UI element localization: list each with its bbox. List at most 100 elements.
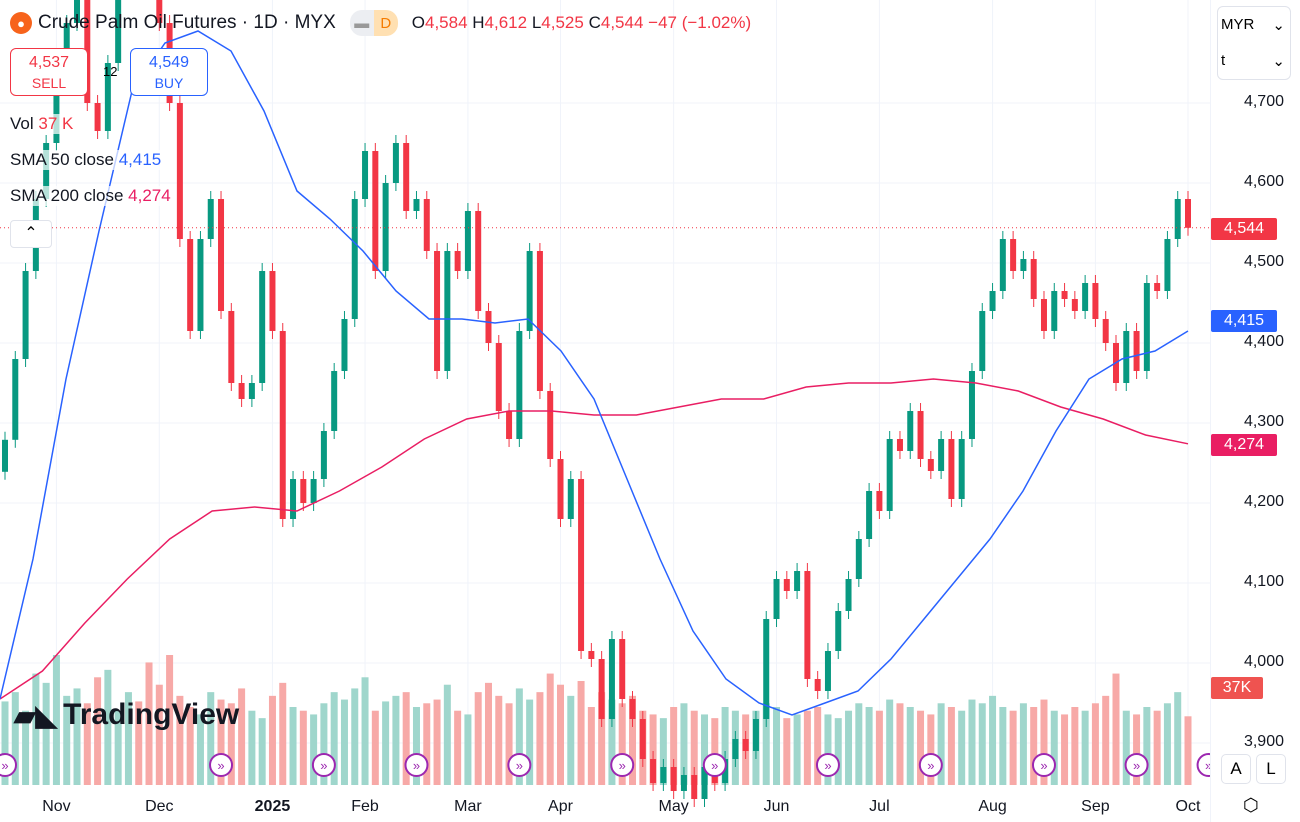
candle xyxy=(176,103,183,239)
market-status-pill[interactable]: ▬ D xyxy=(349,10,398,36)
volume-bar xyxy=(793,714,801,785)
candle xyxy=(1133,331,1140,371)
candle xyxy=(300,479,307,503)
dividend-event-icon[interactable] xyxy=(610,753,635,777)
dividend-event-icon[interactable] xyxy=(311,753,336,777)
legend-volume[interactable]: Vol 37 K xyxy=(10,114,74,134)
volume-bar xyxy=(598,692,606,785)
volume-bar xyxy=(659,718,667,785)
volume-bar xyxy=(217,699,225,785)
volume-bar xyxy=(1143,707,1151,785)
symbol-title[interactable]: Crude Palm Oil Futures · 1D · MYX xyxy=(38,12,336,33)
volume-bar xyxy=(351,688,359,785)
y-tick-label: 4,400 xyxy=(1243,333,1284,350)
candle xyxy=(927,459,934,471)
volume-bar xyxy=(680,703,688,785)
settings-icon[interactable]: ⬡ xyxy=(1243,795,1259,815)
volume-bar xyxy=(999,707,1007,785)
volume-bar xyxy=(402,692,410,785)
candle xyxy=(907,411,914,451)
symbol-header: ● Crude Palm Oil Futures · 1D · MYX ▬ D … xyxy=(10,10,751,36)
candle xyxy=(392,143,399,183)
volume-bar xyxy=(330,692,338,785)
unit-select[interactable]: t ⌄ xyxy=(1221,52,1285,70)
y-tick-label: 4,100 xyxy=(1243,573,1284,590)
volume-bar xyxy=(1009,710,1017,785)
volume-bar xyxy=(155,684,163,785)
candle xyxy=(742,739,749,751)
event-arrow-icon: » xyxy=(711,758,718,773)
candle xyxy=(341,319,348,371)
volume-bar xyxy=(711,718,719,785)
volume-bar xyxy=(1174,692,1182,785)
dividend-event-icon[interactable] xyxy=(815,753,840,777)
candle xyxy=(2,439,8,472)
volume-bar xyxy=(52,655,60,785)
candle xyxy=(896,439,903,451)
dividend-event-icon[interactable] xyxy=(507,753,532,777)
candle xyxy=(557,459,564,519)
volume-bar xyxy=(299,710,307,785)
dividend-event-icon[interactable] xyxy=(1124,753,1149,777)
dividend-event-icon[interactable] xyxy=(702,753,727,777)
legend-sma50[interactable]: SMA 50 close 4,415 xyxy=(10,150,162,170)
candle xyxy=(454,251,461,271)
candle xyxy=(74,0,81,23)
status-dot-icon: ▬ xyxy=(349,10,374,36)
volume-bar xyxy=(484,682,492,785)
volume-bar xyxy=(186,707,194,785)
x-tick-label: Nov xyxy=(42,798,71,815)
candle xyxy=(814,679,821,691)
candle xyxy=(680,775,687,791)
volume-bar xyxy=(917,710,925,785)
volume-bar xyxy=(1081,710,1089,785)
volume-bar xyxy=(196,714,204,785)
candle xyxy=(22,271,29,359)
auto-scale-button[interactable]: A xyxy=(1221,754,1251,784)
candle xyxy=(516,331,523,439)
candle xyxy=(104,63,111,131)
dividend-event-icon[interactable] xyxy=(209,753,234,777)
dividend-event-icon[interactable] xyxy=(404,753,429,777)
candle xyxy=(1102,319,1109,343)
volume-bar xyxy=(423,703,431,785)
candle xyxy=(526,251,533,331)
currency-select[interactable]: MYR ⌄ xyxy=(1221,16,1285,34)
candle xyxy=(197,239,204,331)
candle xyxy=(444,251,451,371)
candle xyxy=(855,539,862,579)
candle xyxy=(979,311,986,371)
price-chart[interactable]: » » » » » » » » » » » » xyxy=(0,0,1210,822)
legend-sma200[interactable]: SMA 200 close 4,274 xyxy=(10,186,171,206)
volume-bar xyxy=(63,695,71,785)
candle xyxy=(382,183,389,271)
candle xyxy=(999,239,1006,291)
dividend-event-icon[interactable] xyxy=(1031,753,1056,777)
x-tick-label: Jun xyxy=(763,798,790,815)
candle xyxy=(567,479,574,519)
dividend-event-icon[interactable] xyxy=(0,753,17,777)
log-scale-button[interactable]: L xyxy=(1256,754,1286,784)
sma200-line xyxy=(0,378,1189,700)
candle xyxy=(866,491,873,539)
x-tick-label: Jul xyxy=(869,798,890,815)
sell-button[interactable]: 4,537 SELL xyxy=(10,48,88,96)
dividend-event-icon[interactable] xyxy=(918,753,943,777)
volume-bar xyxy=(11,692,19,785)
candle xyxy=(94,103,101,131)
volume-bar xyxy=(803,710,811,785)
candle xyxy=(279,331,286,519)
collapse-legend-button[interactable]: ⌃ xyxy=(10,220,52,248)
dividend-event-icon[interactable] xyxy=(1196,753,1210,777)
volume-bar xyxy=(474,692,482,785)
candle xyxy=(362,151,369,199)
y-tick-label: 4,000 xyxy=(1243,653,1284,670)
event-arrow-icon: » xyxy=(824,758,831,773)
buy-button[interactable]: 4,549 BUY xyxy=(130,48,208,96)
volume-bar xyxy=(340,699,348,785)
candle xyxy=(958,439,965,499)
candle xyxy=(12,359,19,440)
candle xyxy=(248,383,255,399)
x-tick-label: Sep xyxy=(1081,798,1110,815)
volume-bar xyxy=(145,662,153,785)
